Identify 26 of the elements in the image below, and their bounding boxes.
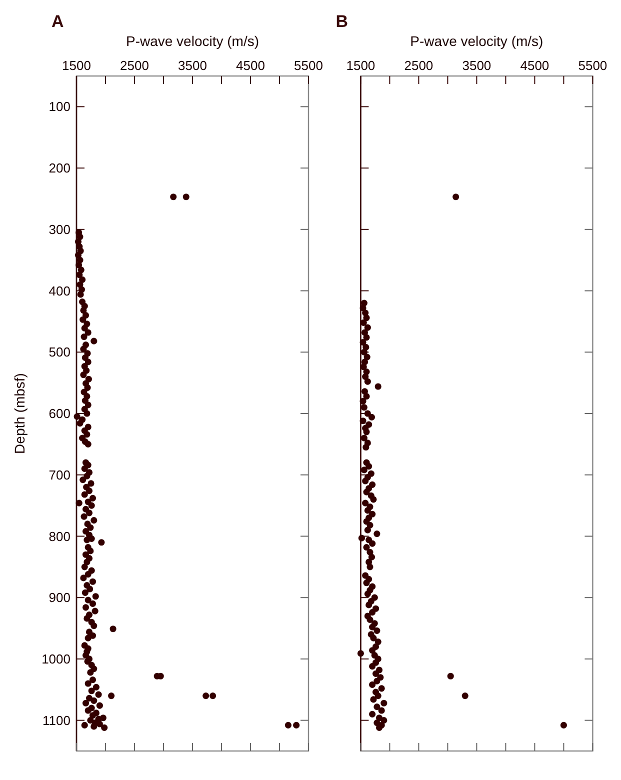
- y-tick-label: 100: [48, 99, 70, 114]
- y-tick-label: 400: [48, 283, 70, 298]
- y-tick-label: 1100: [42, 712, 70, 728]
- chart-title: B: [336, 12, 348, 31]
- y-tick-label: 700: [48, 467, 70, 482]
- x-tick-label: 2500: [120, 58, 149, 73]
- x-tick-label: 4500: [520, 58, 550, 73]
- x-tick-label: 2500: [404, 58, 434, 73]
- y-tick-label: 300: [48, 222, 70, 237]
- x-tick-label: 4500: [236, 58, 265, 73]
- x-tick-label: 3500: [178, 58, 207, 73]
- y-tick-label: 500: [48, 344, 70, 360]
- x-tick-label: 3500: [462, 58, 492, 73]
- x-axis-title: P-wave velocity (m/s): [126, 33, 260, 49]
- x-tick-label: 1500: [346, 58, 376, 73]
- chart-title: A: [52, 12, 64, 31]
- y-tick-label: 600: [48, 406, 70, 422]
- y-tick-label: 800: [48, 528, 70, 544]
- x-tick-label: 1500: [62, 58, 91, 73]
- y-tick-label: 1000: [42, 652, 70, 667]
- x-tick-label: 5500: [578, 58, 608, 73]
- x-tick-label: 5500: [294, 58, 323, 73]
- y-tick-label: 900: [48, 590, 70, 606]
- y-tick-label: 200: [48, 160, 70, 176]
- y-axis-title: Depth (mbsf): [12, 373, 28, 454]
- x-axis-title: P-wave velocity (m/s): [410, 33, 544, 49]
